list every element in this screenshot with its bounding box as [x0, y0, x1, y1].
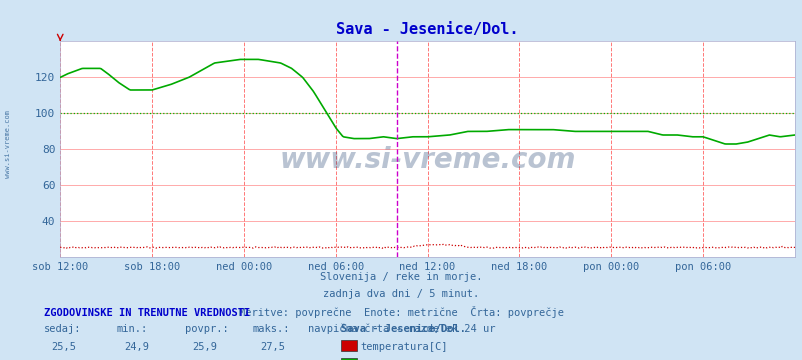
Text: Slovenija / reke in morje.: Slovenija / reke in morje. [320, 272, 482, 282]
Text: maks.:: maks.: [253, 324, 290, 334]
Text: www.si-vreme.com: www.si-vreme.com [279, 146, 575, 174]
Text: povpr.:: povpr.: [184, 324, 228, 334]
Text: 27,5: 27,5 [260, 342, 286, 352]
Text: www.si-vreme.com: www.si-vreme.com [5, 110, 11, 178]
Text: min.:: min.: [116, 324, 148, 334]
Text: 24,9: 24,9 [124, 342, 149, 352]
Text: ZGODOVINSKE IN TRENUTNE VREDNOSTI: ZGODOVINSKE IN TRENUTNE VREDNOSTI [44, 308, 250, 318]
Text: navpična črta - razdelek 24 ur: navpična črta - razdelek 24 ur [307, 324, 495, 334]
Text: Meritve: povprečne  Enote: metrične  Črta: povprečje: Meritve: povprečne Enote: metrične Črta:… [239, 306, 563, 318]
Text: Sava - Jesenice/Dol.: Sava - Jesenice/Dol. [341, 324, 466, 334]
Text: temperatura[C]: temperatura[C] [360, 342, 448, 352]
Text: zadnja dva dni / 5 minut.: zadnja dva dni / 5 minut. [323, 289, 479, 299]
Text: 25,5: 25,5 [51, 342, 77, 352]
Title: Sava - Jesenice/Dol.: Sava - Jesenice/Dol. [336, 22, 518, 37]
Text: sedaj:: sedaj: [44, 324, 82, 334]
Text: 25,9: 25,9 [192, 342, 217, 352]
